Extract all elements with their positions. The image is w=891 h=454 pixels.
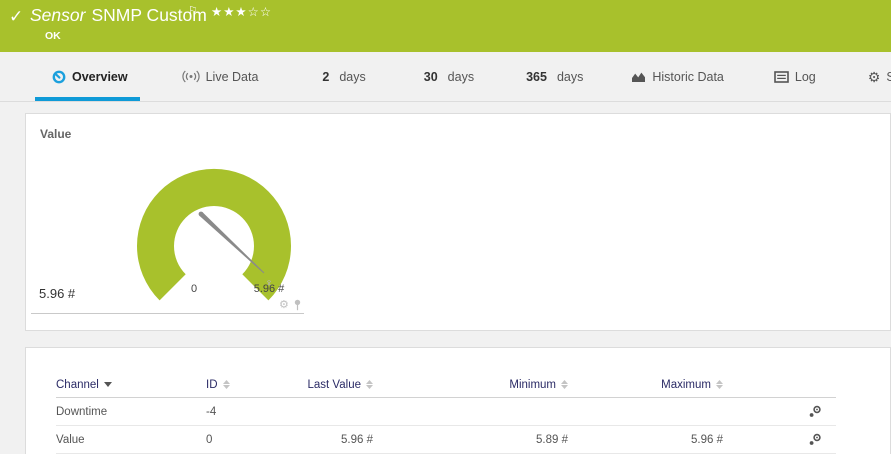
- tab-label: Log: [794, 69, 816, 84]
- gauge-toolbar: ⚙: [279, 299, 302, 311]
- gauge-max-label: 5.96 #: [254, 283, 285, 295]
- gauge-chart: x̄ 0 5.96 #: [137, 168, 291, 301]
- cell-channel: Value: [56, 433, 85, 446]
- gauge-current-value: 5.96 #: [39, 286, 76, 301]
- gear-icon: ⚙: [867, 68, 881, 85]
- priority-stars[interactable]: ★★★☆☆: [211, 4, 272, 19]
- gauge-average-marker: x̄: [267, 278, 272, 288]
- sort-desc-icon: [103, 382, 112, 387]
- tab-label-number: 365: [526, 69, 547, 84]
- cell-id: -4: [206, 405, 217, 418]
- pin-icon[interactable]: [293, 299, 302, 311]
- tab-label: Live Data: [205, 69, 259, 84]
- table-row-value[interactable]: Value 0 5.96 # 5.89 # 5.96 #: [56, 426, 836, 454]
- tab-settings[interactable]: ⚙ Settings: [868, 52, 891, 101]
- gauge-needle: [199, 212, 265, 274]
- tab-overview[interactable]: Overview: [35, 52, 140, 101]
- gauge-min-label: 0: [191, 283, 197, 295]
- column-header-maximum[interactable]: Maximum: [661, 379, 723, 391]
- gauge-widget-divider: [31, 313, 304, 314]
- cell-last-value: 5.96 #: [341, 433, 373, 446]
- stars-filled: ★★★: [211, 5, 248, 19]
- tab-live-data[interactable]: Live Data: [181, 52, 259, 101]
- cell-minimum: 5.89 #: [536, 433, 568, 446]
- overview-gauge-panel: Value x̄ 0 5.96 # 5.96 # ⚙: [25, 113, 891, 331]
- sort-icon: [222, 380, 230, 389]
- status-badge: OK: [45, 30, 61, 42]
- gauge-icon: [52, 70, 66, 84]
- column-header-last-value[interactable]: Last Value: [308, 379, 373, 391]
- sensor-type-label: Sensor: [30, 5, 86, 25]
- tab-label: Historic Data: [652, 69, 724, 84]
- table-header-row: Channel ID Last Value Min: [56, 372, 836, 398]
- sensor-name: SNMP Custom: [91, 5, 207, 25]
- tab-label-number: 2: [322, 69, 330, 84]
- flag-icon[interactable]: ⚐: [188, 5, 198, 17]
- channel-table: Channel ID Last Value Min: [56, 372, 836, 454]
- tab-365-days[interactable]: 365 days: [526, 52, 583, 101]
- tab-label: days: [339, 69, 366, 84]
- tab-label: days: [556, 69, 584, 84]
- tab-bar: Overview Live Data 2 days 30 days 365 days …: [0, 52, 891, 102]
- page-title: Sensor SNMP Custom: [30, 5, 207, 26]
- tab-label: Settings: [886, 69, 891, 84]
- tab-label: days: [447, 69, 475, 84]
- cell-channel: Downtime: [56, 405, 108, 418]
- tab-30-days[interactable]: 30 days: [424, 52, 474, 101]
- status-check-icon: ✓: [9, 7, 24, 26]
- cell-id: 0: [206, 433, 213, 446]
- gauge-arc: [137, 168, 291, 301]
- sort-icon: [561, 380, 568, 389]
- tab-label-number: 30: [423, 69, 438, 84]
- gauge-title: Value: [40, 127, 72, 141]
- cell-maximum: 5.96 #: [691, 433, 723, 446]
- tab-historic-data[interactable]: Historic Data: [631, 52, 724, 101]
- column-header-id[interactable]: ID: [206, 379, 281, 391]
- stars-empty: ☆☆: [247, 5, 273, 19]
- sort-icon: [366, 380, 373, 389]
- tab-log[interactable]: Log: [774, 52, 816, 101]
- column-header-channel[interactable]: Channel: [56, 379, 206, 391]
- channel-settings-icon[interactable]: [808, 433, 836, 446]
- gauge-settings-icon[interactable]: ⚙: [279, 298, 289, 311]
- log-icon: [774, 70, 789, 83]
- channel-settings-icon[interactable]: [808, 405, 836, 418]
- column-header-minimum[interactable]: Minimum: [509, 379, 568, 391]
- broadcast-icon: [181, 70, 200, 83]
- table-row-downtime[interactable]: Downtime -4: [56, 398, 836, 426]
- tab-label: Overview: [72, 69, 128, 84]
- channel-table-panel: Channel ID Last Value Min: [25, 347, 891, 454]
- area-chart-icon: [631, 71, 646, 83]
- sensor-header: ✓ Sensor SNMP Custom ⚐ ★★★☆☆ OK: [0, 0, 891, 52]
- tab-2-days[interactable]: 2 days: [322, 52, 365, 101]
- sort-icon: [716, 380, 723, 389]
